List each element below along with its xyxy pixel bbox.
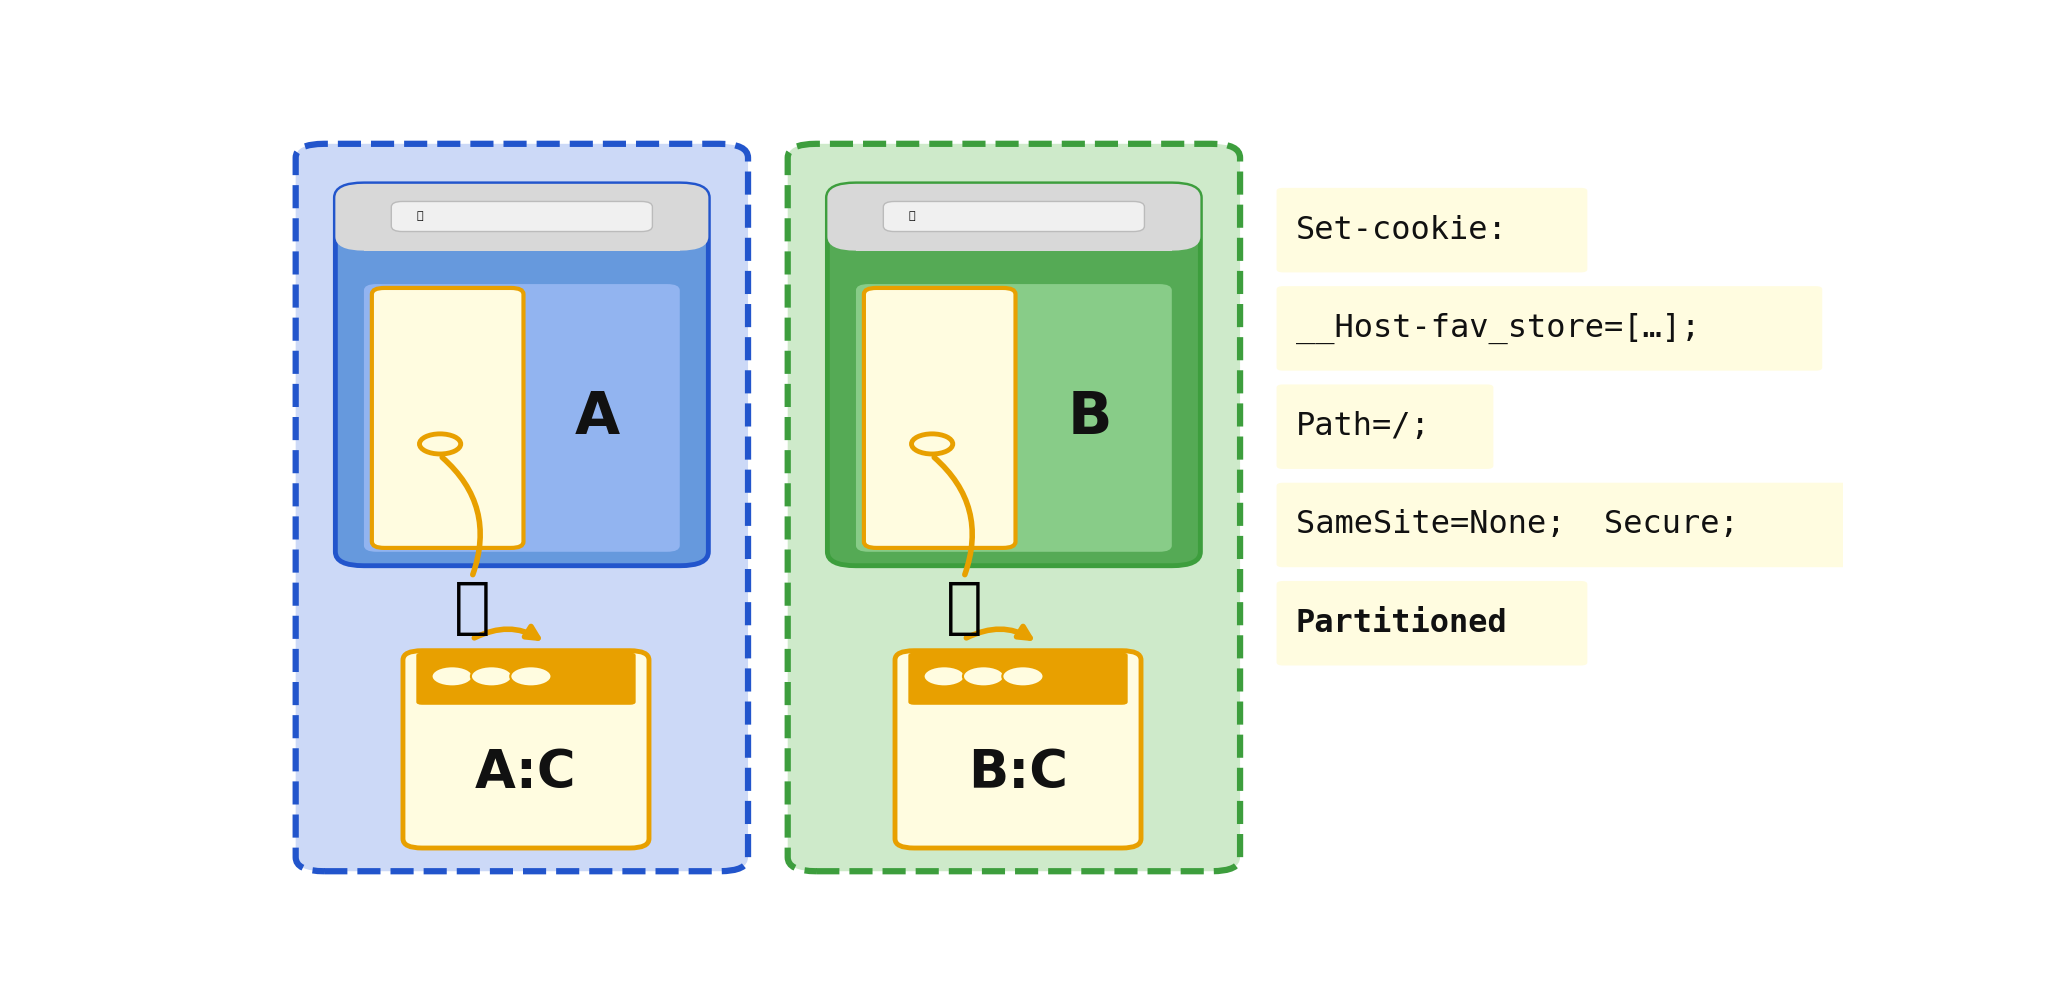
Text: Path=/;: Path=/; — [1296, 411, 1430, 442]
FancyBboxPatch shape — [1276, 385, 1493, 469]
Text: B: B — [1067, 389, 1112, 446]
FancyBboxPatch shape — [1276, 286, 1823, 371]
Text: 🍪: 🍪 — [946, 579, 983, 638]
Circle shape — [924, 666, 965, 686]
FancyBboxPatch shape — [336, 184, 709, 250]
Text: 🔒: 🔒 — [909, 211, 915, 221]
Bar — [842, 250, 1186, 284]
FancyBboxPatch shape — [391, 201, 653, 231]
Circle shape — [432, 666, 473, 686]
FancyBboxPatch shape — [856, 284, 1171, 552]
FancyBboxPatch shape — [336, 184, 709, 566]
Bar — [350, 250, 694, 284]
FancyBboxPatch shape — [827, 184, 1200, 250]
Text: Partitioned: Partitioned — [1296, 608, 1507, 639]
Circle shape — [963, 666, 1004, 686]
FancyBboxPatch shape — [1276, 581, 1587, 665]
Text: A: A — [575, 389, 621, 446]
Circle shape — [1001, 666, 1044, 686]
FancyBboxPatch shape — [416, 652, 635, 705]
Bar — [365, 217, 680, 250]
FancyBboxPatch shape — [909, 652, 1128, 705]
FancyBboxPatch shape — [864, 288, 1016, 548]
FancyBboxPatch shape — [373, 288, 524, 548]
Text: Set-cookie:: Set-cookie: — [1296, 215, 1507, 245]
FancyBboxPatch shape — [827, 184, 1200, 566]
FancyBboxPatch shape — [788, 144, 1239, 871]
FancyBboxPatch shape — [365, 284, 680, 552]
Text: 🍪: 🍪 — [453, 579, 489, 638]
FancyBboxPatch shape — [1276, 482, 1870, 567]
FancyBboxPatch shape — [403, 650, 649, 848]
FancyBboxPatch shape — [1276, 188, 1587, 272]
Bar — [856, 217, 1171, 250]
Text: 🔒: 🔒 — [416, 211, 424, 221]
FancyBboxPatch shape — [895, 650, 1141, 848]
Text: __Host-fav_store=[…];: __Host-fav_store=[…]; — [1296, 313, 1700, 344]
Text: SameSite=None;  Secure;: SameSite=None; Secure; — [1296, 510, 1739, 541]
Circle shape — [471, 666, 512, 686]
Circle shape — [510, 666, 551, 686]
Text: A:C: A:C — [475, 747, 578, 799]
FancyBboxPatch shape — [295, 144, 748, 871]
FancyBboxPatch shape — [883, 201, 1145, 231]
Text: B:C: B:C — [969, 747, 1067, 799]
